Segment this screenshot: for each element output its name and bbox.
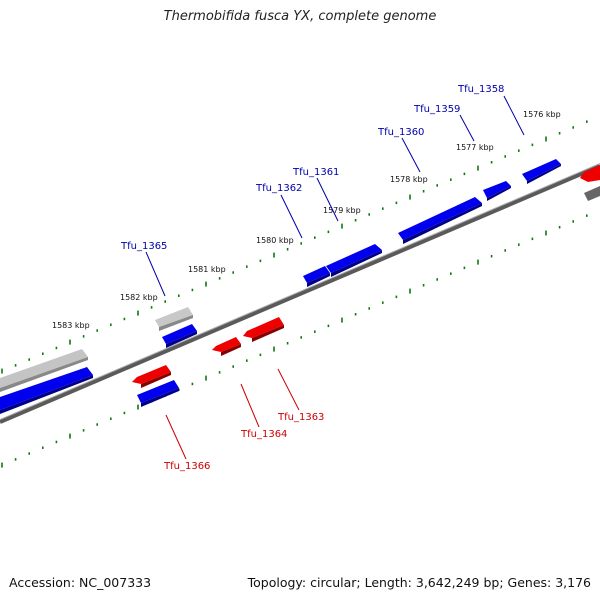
accession-text: Accession: NC_007333 [9, 575, 152, 590]
kbp-label-1578: 1578 kbp [390, 175, 428, 184]
kbp-label-1577: 1577 kbp [456, 143, 494, 152]
feature-grey-1582[interactable] [155, 307, 193, 327]
leader-tfu-1365 [145, 251, 166, 297]
genome-summary-text: Topology: circular; Length: 3,642,249 bp… [247, 575, 591, 590]
gene-tfu-1362-edge [307, 273, 330, 287]
gene-tfu-1366-edge [141, 388, 179, 407]
gene-tfu-1359[interactable] [483, 181, 511, 198]
map-title: Thermobifida fusca YX, complete genome [163, 9, 437, 24]
gene-tfu-1360-edge [403, 203, 482, 244]
gene-tfu-1364[interactable] [212, 337, 241, 352]
gene-label-tfu-1365[interactable]: Tfu_1365 [120, 241, 167, 252]
gene-label-tfu-1362[interactable]: Tfu_1362 [255, 183, 302, 194]
gene-tfu-1361[interactable] [326, 244, 382, 273]
leader-tfu-1364 [240, 383, 260, 428]
gene-tfu-1362[interactable] [303, 266, 330, 283]
gene-label-tfu-1361[interactable]: Tfu_1361 [292, 167, 339, 178]
leader-tfu-1363 [277, 368, 300, 411]
gene-tfu-1365-edge [166, 331, 197, 348]
leader-tfu-1366 [165, 414, 187, 460]
leader-tfu-1362 [280, 194, 303, 239]
gene-label-tfu-1360[interactable]: Tfu_1360 [377, 127, 424, 138]
gene-tfu-1364-edge [221, 344, 241, 356]
feature-track [0, 159, 600, 414]
gene-tfu-1359-edge [487, 186, 511, 201]
gene-tfu-1366[interactable] [137, 380, 179, 403]
feature-grey-left[interactable] [0, 349, 88, 388]
genome-backbone-highlight [0, 163, 600, 420]
gene-forward-left-edge [0, 375, 93, 414]
leader-tfu-1358 [503, 95, 525, 136]
kbp-label-1576: 1576 kbp [523, 110, 561, 119]
leader-tfu-1361 [316, 177, 339, 222]
gene-tfu-1363-edge [252, 325, 284, 342]
kbp-label-1580: 1580 kbp [256, 236, 294, 245]
gene-tfu-1358[interactable] [522, 159, 561, 181]
gene-tfu-1360[interactable] [398, 197, 482, 240]
gene-tfu-1363[interactable] [243, 317, 284, 338]
gene-tfu-1366-reverse-edge [141, 372, 171, 388]
gene-tfu-1358-edge [527, 164, 561, 184]
gene-label-tfu-1366[interactable]: Tfu_1366 [163, 461, 210, 472]
gene-label-tfu-1363[interactable]: Tfu_1363 [277, 412, 324, 423]
feature-grey-left-edge [0, 357, 88, 392]
gene-label-tfu-1364[interactable]: Tfu_1364 [240, 429, 287, 440]
genome-backbone [0, 164, 600, 424]
gene-forward-left[interactable] [0, 367, 93, 410]
leader-tfu-1360 [401, 137, 421, 173]
gene-tfu-1361-edge [331, 250, 382, 277]
gene-label-tfu-1359[interactable]: Tfu_1359 [413, 104, 460, 115]
gene-tfu-1366-reverse[interactable] [132, 365, 171, 384]
kbp-label-1581: 1581 kbp [188, 265, 226, 274]
kbp-label-1583: 1583 kbp [52, 321, 90, 330]
feature-dark-right[interactable] [584, 186, 600, 201]
gene-label-tfu-1358[interactable]: Tfu_1358 [457, 84, 504, 95]
leader-tfu-1359 [459, 114, 475, 142]
upper-tick-row [1, 120, 588, 374]
lower-tick-row [1, 214, 588, 468]
kbp-label-1582: 1582 kbp [120, 293, 158, 302]
feature-grey-1582-edge [159, 315, 193, 331]
kbp-label-1579: 1579 kbp [323, 206, 361, 215]
gene-tfu-1365[interactable] [162, 324, 197, 344]
gene-reverse-right[interactable] [580, 165, 600, 182]
